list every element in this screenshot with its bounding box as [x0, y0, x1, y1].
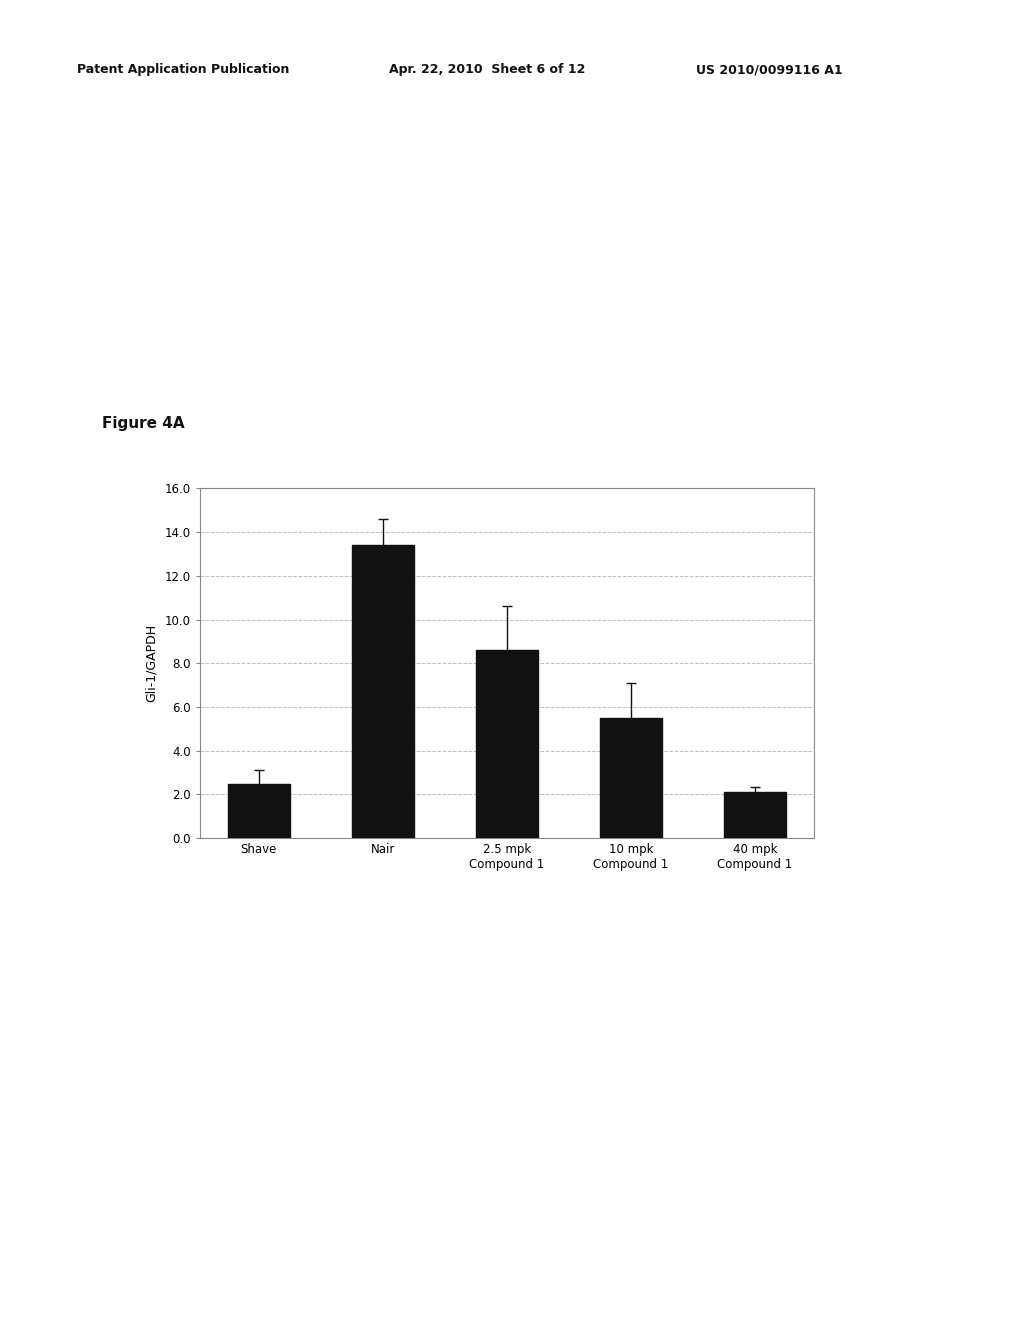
Text: US 2010/0099116 A1: US 2010/0099116 A1	[696, 63, 843, 77]
Y-axis label: Gli-1/GAPDH: Gli-1/GAPDH	[144, 624, 158, 702]
Bar	[724, 792, 786, 838]
Bar	[476, 651, 538, 838]
Text: Apr. 22, 2010  Sheet 6 of 12: Apr. 22, 2010 Sheet 6 of 12	[389, 63, 586, 77]
Bar	[227, 784, 290, 838]
Bar	[351, 545, 414, 838]
Text: Patent Application Publication: Patent Application Publication	[77, 63, 289, 77]
Bar	[600, 718, 663, 838]
Text: Figure 4A: Figure 4A	[102, 416, 185, 430]
